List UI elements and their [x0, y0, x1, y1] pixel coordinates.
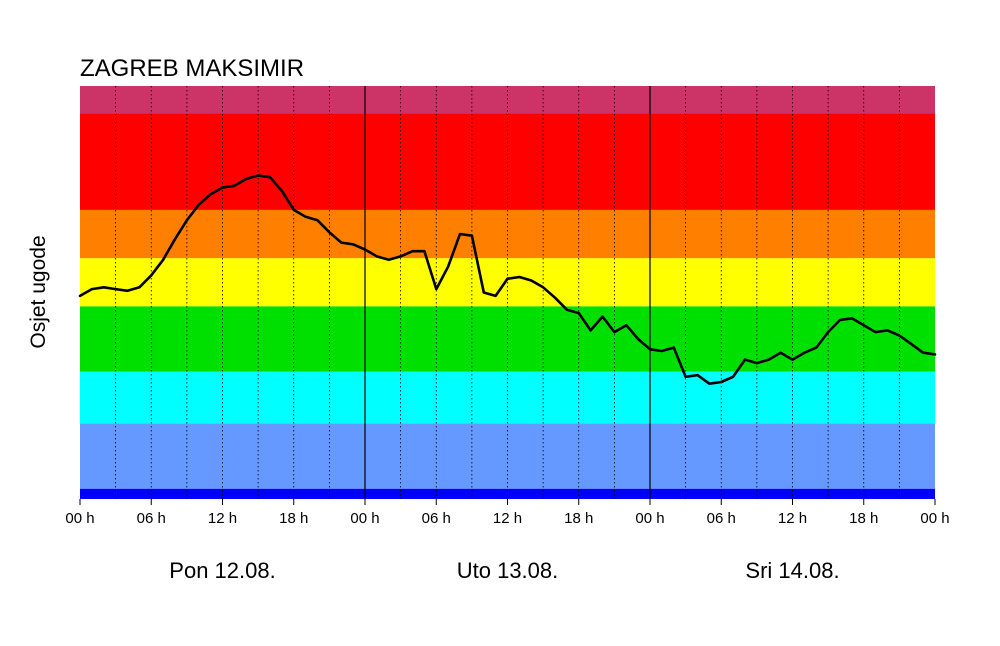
- x-tick-label: 06 h: [422, 510, 451, 527]
- day-label: Sri 14.08.: [745, 558, 839, 583]
- x-tick-label: 18 h: [279, 510, 308, 527]
- day-labels: Pon 12.08. Uto 13.08. Sri 14.08.: [169, 558, 839, 583]
- x-tick-labels: 00 h 06 h 12 h 18 h 00 h 06 h 12 h 18 h 00 h 06 h…: [65, 499, 950, 527]
- x-tick-label: 00 h: [635, 510, 664, 527]
- x-tick-label: 12 h: [778, 510, 807, 527]
- x-tick-label: 18 h: [849, 510, 878, 527]
- comfort-bands: [80, 86, 935, 499]
- x-tick-label: 00 h: [920, 510, 949, 527]
- chart-title: ZAGREB MAKSIMIR: [80, 55, 304, 82]
- x-tick-label: 12 h: [493, 510, 522, 527]
- series-line-0: [78, 174, 937, 386]
- x-tick-label: 12 h: [208, 510, 237, 527]
- comfort-band-6: [80, 113, 935, 210]
- y-axis-label: Osjet ugode: [27, 235, 50, 348]
- series-layer: [78, 174, 937, 386]
- day-label: Pon 12.08.: [169, 558, 275, 583]
- time-grid: [115, 86, 900, 499]
- x-tick-label: 00 h: [350, 510, 379, 527]
- x-tick-label: 00 h: [65, 510, 94, 527]
- comfort-band-0: [80, 488, 935, 499]
- x-tick-label: 06 h: [707, 510, 736, 527]
- x-tick-label: 06 h: [137, 510, 166, 527]
- day-label: Uto 13.08.: [457, 558, 559, 583]
- x-tick-label: 18 h: [564, 510, 593, 527]
